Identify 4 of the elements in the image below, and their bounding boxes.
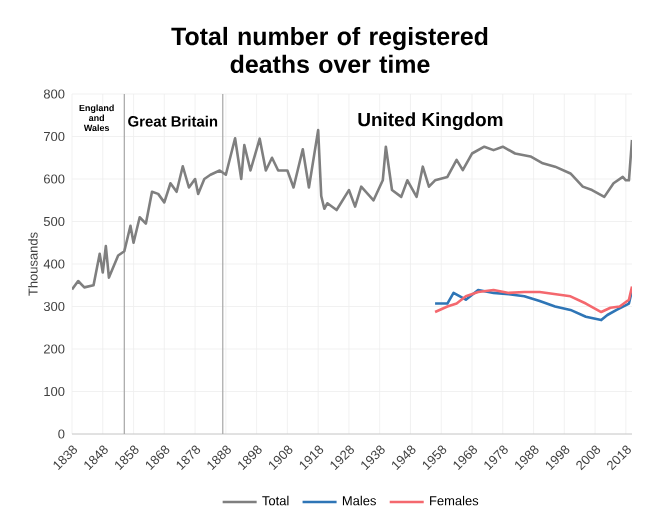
annotation: United Kingdom <box>358 112 503 131</box>
line-series <box>433 288 632 322</box>
line-series <box>72 128 632 291</box>
chart-title: Total number of registered deaths over time <box>171 26 488 74</box>
